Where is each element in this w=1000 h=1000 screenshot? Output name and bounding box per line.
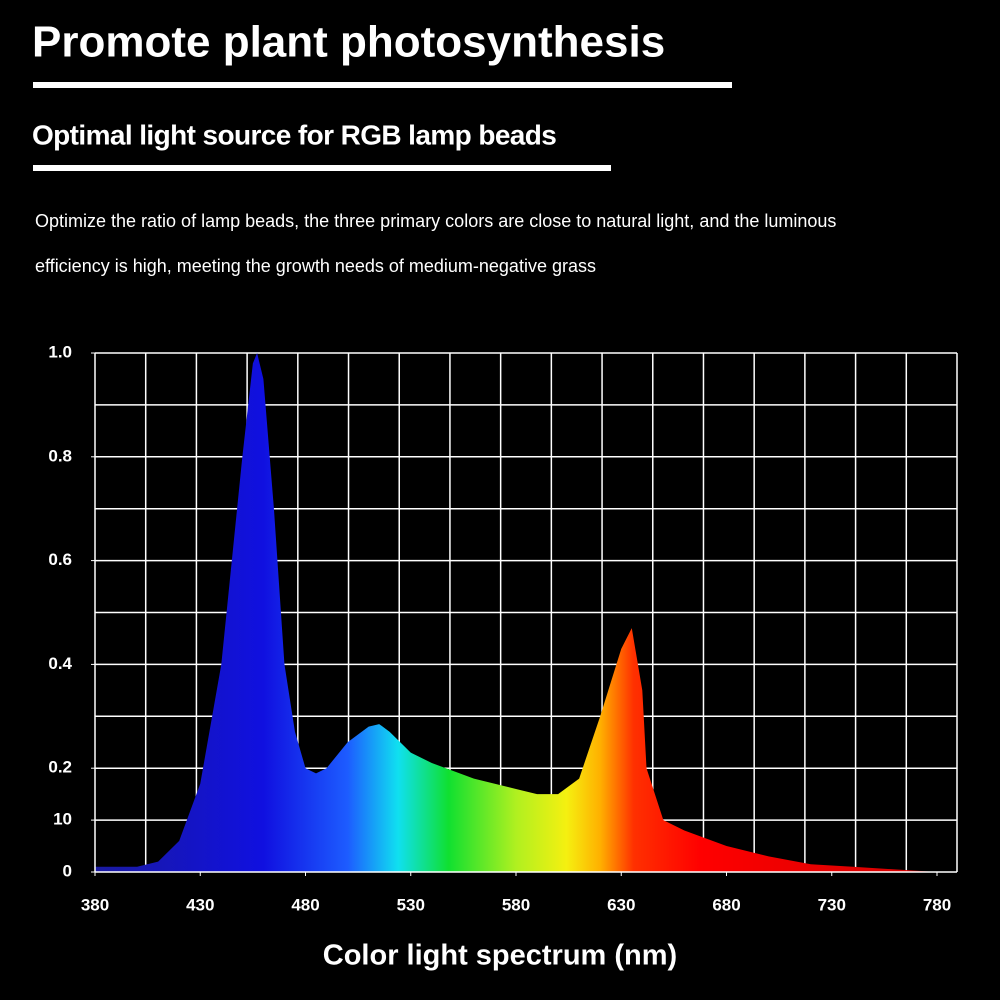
x-tick-label: 680 — [712, 895, 740, 914]
y-tick-label: 0.4 — [48, 654, 72, 673]
y-tick-label: 0.8 — [48, 446, 72, 465]
y-tick-label: 10 — [53, 810, 72, 829]
subtitle: Optimal light source for RGB lamp beads — [32, 119, 556, 150]
x-axis-label: Color light spectrum (nm) — [323, 940, 677, 972]
x-tick-label: 780 — [923, 895, 951, 914]
description-line: Optimize the ratio of lamp beads, the th… — [35, 211, 836, 231]
y-tick-label: 0.6 — [48, 550, 72, 569]
x-tick-label: 630 — [607, 895, 635, 914]
subtitle-underline — [33, 165, 611, 171]
x-tick-label: 730 — [818, 895, 846, 914]
x-tick-label: 430 — [186, 895, 214, 914]
x-tick-label: 530 — [397, 895, 425, 914]
title: Promote plant photosynthesis — [32, 18, 665, 67]
y-tick-label: 0 — [63, 861, 72, 880]
y-tick-label: 0.2 — [48, 758, 72, 777]
y-tick-label: 1.0 — [48, 342, 72, 361]
description-line: efficiency is high, meeting the growth n… — [35, 256, 596, 276]
title-underline — [33, 82, 732, 88]
x-tick-label: 580 — [502, 895, 530, 914]
x-tick-label: 380 — [81, 895, 109, 914]
x-tick-label: 480 — [291, 895, 319, 914]
spectrum-area — [95, 353, 937, 872]
